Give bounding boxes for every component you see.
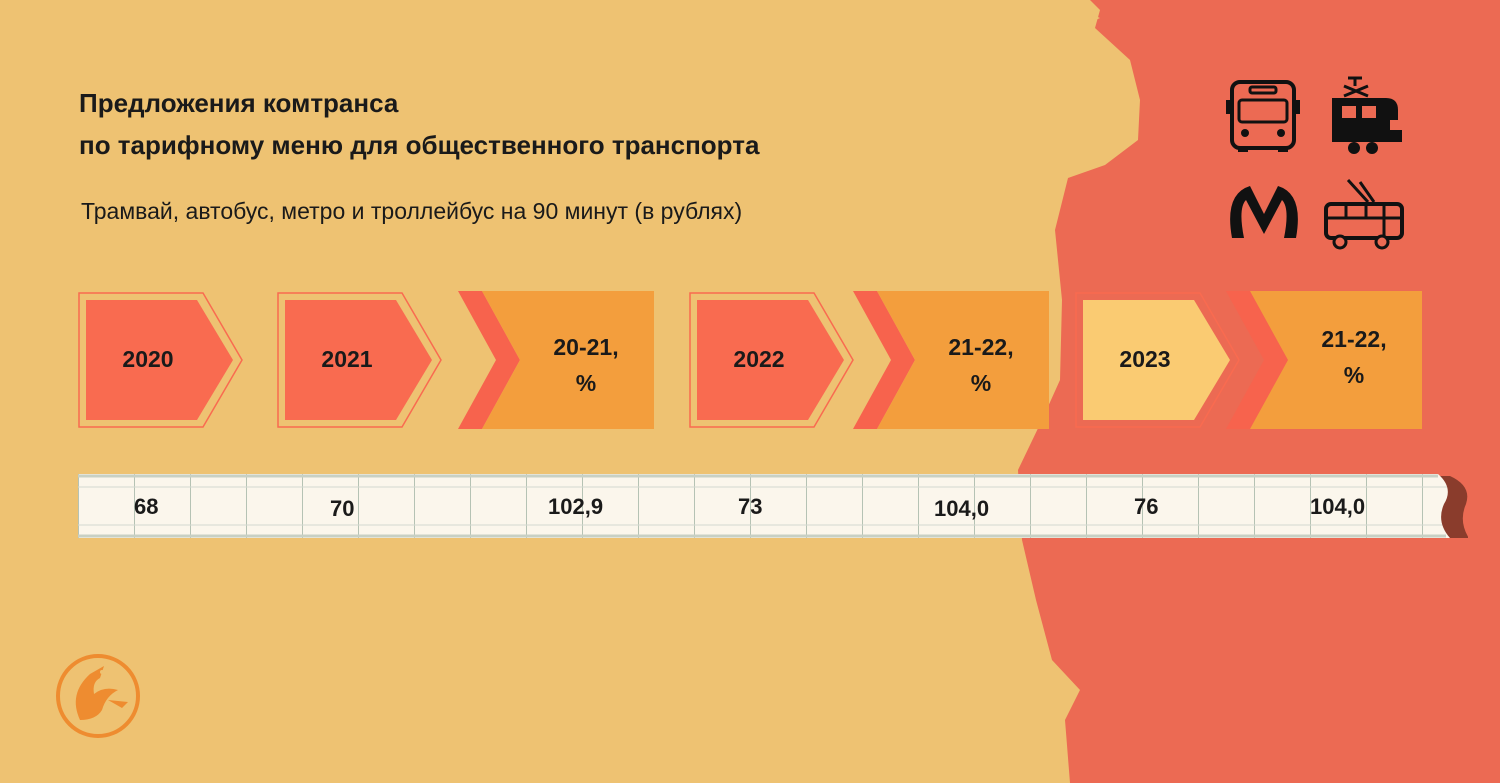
arrow-shape [277,292,442,428]
arrow-label: 20-21, % [553,334,619,396]
year-arrow: 2020 [78,291,243,429]
value-cell: 102,9 [548,494,604,519]
arrow-shape [1226,291,1422,429]
arrow-label: 2021 [321,346,373,372]
value-cell: 76 [1134,494,1159,519]
arrow-label: 21-22, % [948,334,1014,396]
arrow-label: 2020 [122,346,174,372]
arrow-shape [1075,292,1240,428]
value-cell: 73 [738,494,763,519]
arrow-shape [78,292,243,428]
trolleybus-icon [1324,178,1404,250]
percent-arrow: 21-22, % [853,291,1049,429]
title-line-1: Предложения комтранса [79,88,399,118]
value-cell: 68 [134,494,159,519]
title-line-2: по тарифному меню для общественного тран… [79,130,760,160]
metro-icon [1230,186,1298,238]
year-arrow: 2021 [277,291,442,429]
arrow-label: 2023 [1119,346,1171,372]
arrow-shape [689,292,854,428]
transport-icons [1220,72,1410,252]
value-cell: 104,0 [1310,494,1366,519]
arrow-label: 2022 [733,346,785,372]
percent-arrow: 21-22, % [1226,291,1422,429]
arrow-shape [853,291,1049,429]
percent-arrow: 20-21, % [458,291,654,429]
value-cell: 104,0 [934,496,990,521]
tram-icon [1332,76,1402,154]
year-arrow: 2023 [1075,291,1240,429]
page-title: Предложения комтранса по тарифному меню … [79,82,759,166]
arrow-shape [458,291,654,429]
bus-icon [1226,80,1300,152]
values-strip: 68 70 102,9 73 104,0 76 104,0 [78,474,1468,538]
logo-bird-icon [56,654,140,738]
paper-strip [78,474,1468,538]
arrow-label: 21-22, % [1321,326,1387,388]
value-cell: 70 [330,496,355,521]
year-arrow: 2022 [689,291,854,429]
subtitle: Трамвай, автобус, метро и троллейбус на … [81,198,743,224]
